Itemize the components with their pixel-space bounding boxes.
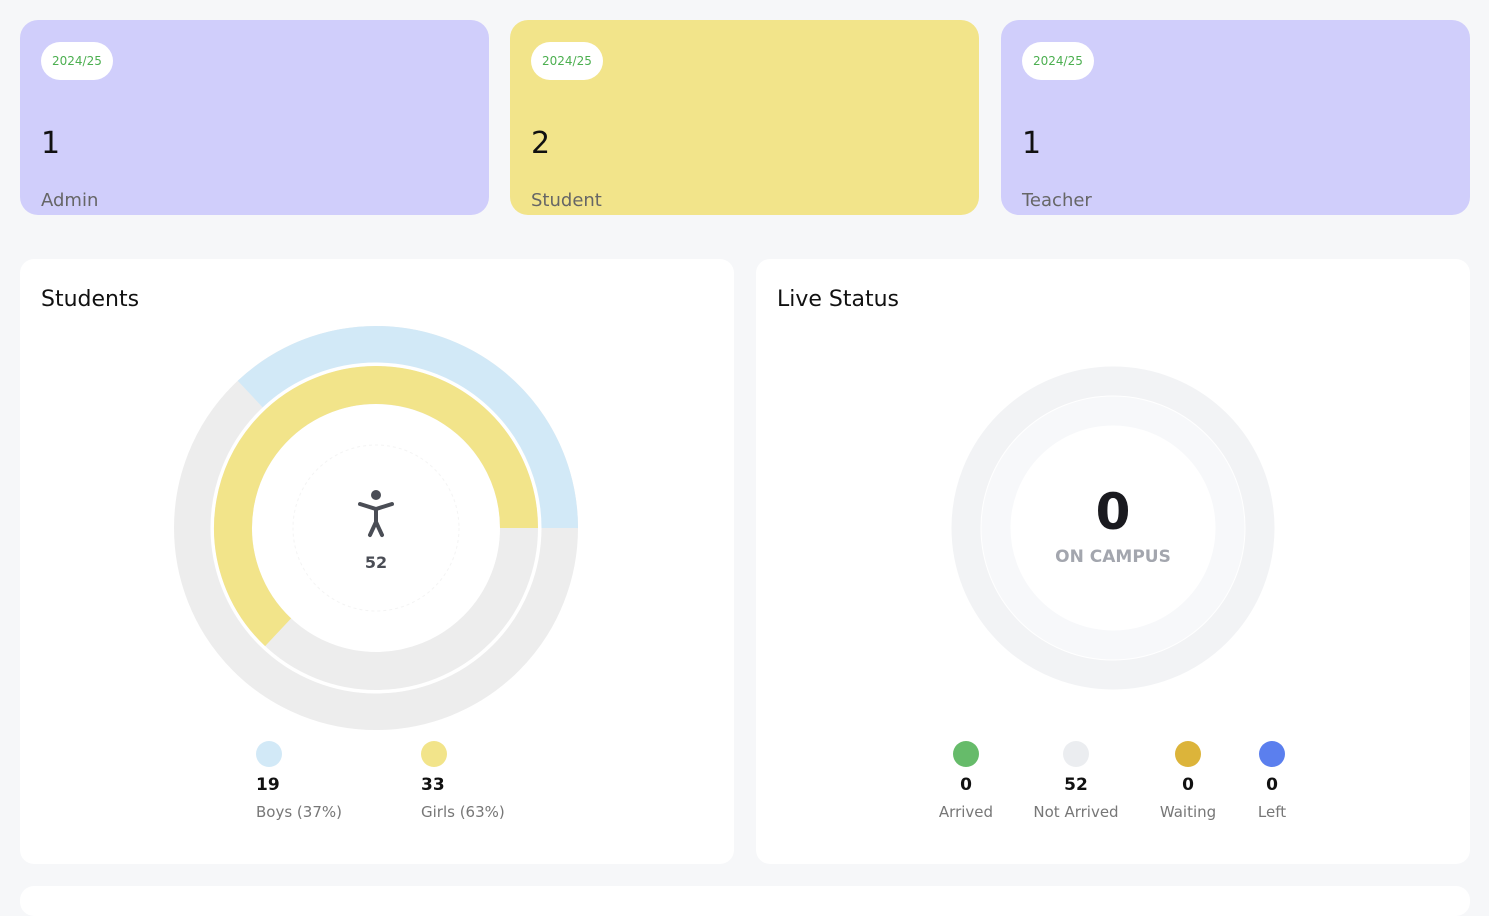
students-total: 52 — [364, 553, 388, 572]
arrived-label: Arrived — [938, 803, 994, 821]
girls-arc — [214, 366, 538, 647]
legend-waiting: 0 Waiting — [1138, 741, 1238, 821]
students-panel: Students 52 19 Boys (37%) 33 Girls (63%) — [20, 259, 734, 864]
student-label: Student — [531, 190, 602, 211]
accessibility-person-icon — [358, 490, 394, 537]
live-status-panel: Live Status 0 ON CAMPUS 0 Arrived 52 Not… — [756, 259, 1470, 864]
admin-label: Admin — [41, 190, 99, 211]
not-arrived-count: 52 — [1064, 775, 1088, 795]
girls-count: 33 — [421, 775, 445, 795]
legend-boys: 19 Boys (37%) — [256, 741, 342, 821]
next-panel — [20, 886, 1470, 916]
live-status-title: Live Status — [777, 287, 900, 312]
left-count: 0 — [1266, 775, 1278, 795]
waiting-count: 0 — [1182, 775, 1194, 795]
year-badge: 2024/25 — [1022, 42, 1094, 80]
arrived-count: 0 — [960, 775, 972, 795]
admin-card[interactable]: 2024/25 1 Admin — [20, 20, 489, 215]
teacher-label: Teacher — [1022, 190, 1092, 211]
year-badge: 2024/25 — [41, 42, 113, 80]
boys-arc — [237, 326, 578, 529]
left-label: Left — [1257, 803, 1287, 821]
girls-dot — [421, 741, 447, 767]
student-card[interactable]: 2024/25 2 Student — [510, 20, 979, 215]
legend-girls: 33 Girls (63%) — [421, 741, 505, 821]
boys-count: 19 — [256, 775, 280, 795]
on-campus-count: 0 — [1095, 483, 1131, 541]
on-campus-caption: ON CAMPUS — [1055, 547, 1171, 567]
legend-not-arrived: 52 Not Arrived — [1016, 741, 1136, 821]
year-badge: 2024/25 — [531, 42, 603, 80]
not-arrived-label: Not Arrived — [1033, 803, 1119, 821]
students-donut — [174, 326, 578, 730]
girls-label: Girls (63%) — [421, 803, 505, 821]
legend-arrived: 0 Arrived — [916, 741, 1016, 821]
boys-dot — [256, 741, 282, 767]
waiting-label: Waiting — [1159, 803, 1217, 821]
student-count: 2 — [531, 126, 551, 161]
students-title: Students — [41, 287, 140, 312]
teacher-card[interactable]: 2024/25 1 Teacher — [1001, 20, 1470, 215]
legend-left: 0 Left — [1232, 741, 1312, 821]
teacher-count: 1 — [1022, 126, 1042, 161]
live-status-ring — [951, 366, 1275, 690]
admin-count: 1 — [41, 126, 61, 161]
boys-label: Boys (37%) — [256, 803, 342, 821]
